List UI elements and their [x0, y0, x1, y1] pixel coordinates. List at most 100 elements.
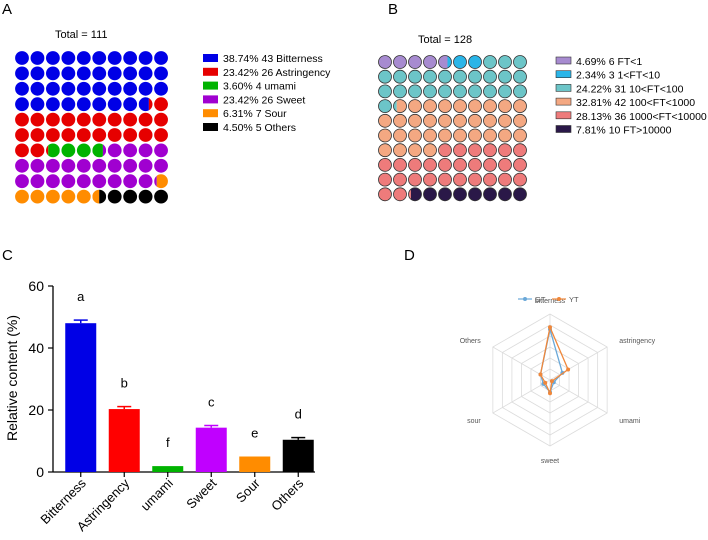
- waffle-dot-split: [438, 143, 452, 158]
- waffle-dot: [138, 66, 153, 81]
- waffle-dot: [408, 128, 422, 143]
- waffle-dot: [378, 69, 392, 84]
- waffle-dot-part: [48, 143, 60, 158]
- waffle-dot: [513, 84, 527, 99]
- bar-x-tick-label: Sweet: [183, 475, 219, 511]
- waffle-dot: [408, 99, 422, 113]
- waffle-dot: [76, 128, 91, 142]
- waffle-dot: [138, 158, 153, 173]
- waffle-dot: [453, 187, 467, 202]
- legend-label: 4.69% 6 FT<1: [576, 56, 642, 68]
- waffle-dot: [378, 113, 392, 128]
- waffle-dot: [15, 51, 29, 65]
- waffle-dot: [498, 55, 512, 69]
- radar-axis-label: sweet: [541, 458, 559, 465]
- waffle-dot: [107, 189, 122, 204]
- waffle-dot: [498, 128, 512, 143]
- legend-label: 24.22% 31 10<FT<100: [576, 83, 684, 95]
- waffle-dot: [393, 128, 407, 143]
- radar-axis-label: Others: [460, 338, 482, 345]
- waffle-dot-outline: [408, 187, 422, 202]
- waffle-dot: [513, 99, 527, 113]
- waffle-dot: [393, 157, 407, 172]
- waffle-dot: [498, 187, 512, 202]
- waffle-dot: [498, 69, 512, 84]
- waffle-dot: [15, 174, 29, 189]
- waffle-dot: [107, 51, 122, 65]
- panel-label-d: D: [404, 247, 415, 264]
- waffle-dot: [378, 55, 392, 69]
- waffle-dot: [92, 81, 107, 96]
- waffle-dot: [123, 97, 138, 112]
- waffle-dot: [453, 69, 467, 84]
- radar-axis-label: bitterness: [535, 298, 566, 305]
- waffle-dot: [468, 143, 482, 158]
- waffle-dot: [30, 174, 45, 189]
- waffle-dot: [61, 66, 76, 81]
- waffle-dot-part: [156, 174, 168, 189]
- waffle-dot: [468, 157, 482, 172]
- legend-swatch: [203, 54, 218, 62]
- waffle-dot: [468, 99, 482, 113]
- waffle-b-title: Total = 128: [418, 34, 472, 46]
- waffle-dot: [30, 158, 45, 173]
- waffle-dot: [438, 128, 452, 143]
- radar-legend-label: GT: [535, 295, 546, 304]
- bar-y-axis-label: Relative content (%): [4, 315, 20, 441]
- waffle-dot: [423, 157, 437, 172]
- waffle-dot: [513, 113, 527, 128]
- significance-letter: f: [166, 435, 170, 450]
- waffle-dot: [393, 187, 407, 202]
- legend-label: 23.42% 26 Sweet: [223, 94, 305, 106]
- radar-legend-marker: [557, 297, 561, 301]
- waffle-dot: [61, 112, 76, 127]
- waffle-dot: [438, 69, 452, 84]
- waffle-dot: [483, 187, 497, 202]
- waffle-dot: [76, 189, 91, 204]
- legend-swatch: [203, 67, 218, 76]
- waffle-dot: [468, 113, 482, 128]
- legend-label: 2.34% 3 1<FT<10: [576, 70, 660, 82]
- waffle-dot: [123, 174, 138, 189]
- waffle-dot: [408, 55, 422, 69]
- waffle-chart-a: Total = 111 38.74% 43 Bitterness 23.42% 2…: [15, 29, 331, 204]
- waffle-dot: [423, 143, 437, 158]
- waffle-dot: [438, 172, 452, 187]
- waffle-dot: [378, 187, 392, 202]
- waffle-dot: [46, 112, 60, 127]
- waffle-dot-part: [99, 189, 107, 204]
- waffle-dot: [30, 97, 45, 112]
- waffle-dot-split: [154, 174, 168, 189]
- waffle-dot: [123, 189, 138, 204]
- waffle-dot: [107, 97, 122, 112]
- waffle-dot-split: [483, 55, 497, 69]
- waffle-dot: [483, 84, 497, 99]
- waffle-dot: [408, 113, 422, 128]
- waffle-dot: [61, 174, 76, 189]
- legend-label: 23.42% 26 Astringency: [223, 67, 331, 79]
- waffle-dot: [76, 174, 91, 189]
- radar-point: [543, 380, 548, 385]
- panel-label-c: C: [2, 247, 13, 264]
- waffle-dot: [393, 69, 407, 84]
- waffle-dot: [498, 99, 512, 113]
- waffle-dot: [15, 143, 29, 158]
- waffle-dot: [154, 51, 168, 65]
- waffle-dot-part: [138, 97, 149, 112]
- waffle-dot: [123, 112, 138, 127]
- waffle-dot: [154, 112, 168, 127]
- waffle-dot: [498, 157, 512, 172]
- radar-chart: bitterness astringency umami sweet sour Other…: [460, 295, 656, 465]
- waffle-dot-part: [438, 55, 448, 69]
- waffle-dot: [30, 128, 45, 142]
- waffle-dot-part: [439, 143, 452, 157]
- panel-label-a: A: [2, 1, 12, 18]
- waffle-dot-part: [396, 99, 407, 113]
- waffle-dot-part: [92, 143, 103, 158]
- waffle-dot: [453, 128, 467, 143]
- waffle-dot: [498, 113, 512, 128]
- waffle-dot-split: [408, 187, 422, 202]
- waffle-dot-split: [92, 143, 107, 158]
- radar-point: [548, 325, 552, 330]
- legend-swatch: [555, 97, 572, 106]
